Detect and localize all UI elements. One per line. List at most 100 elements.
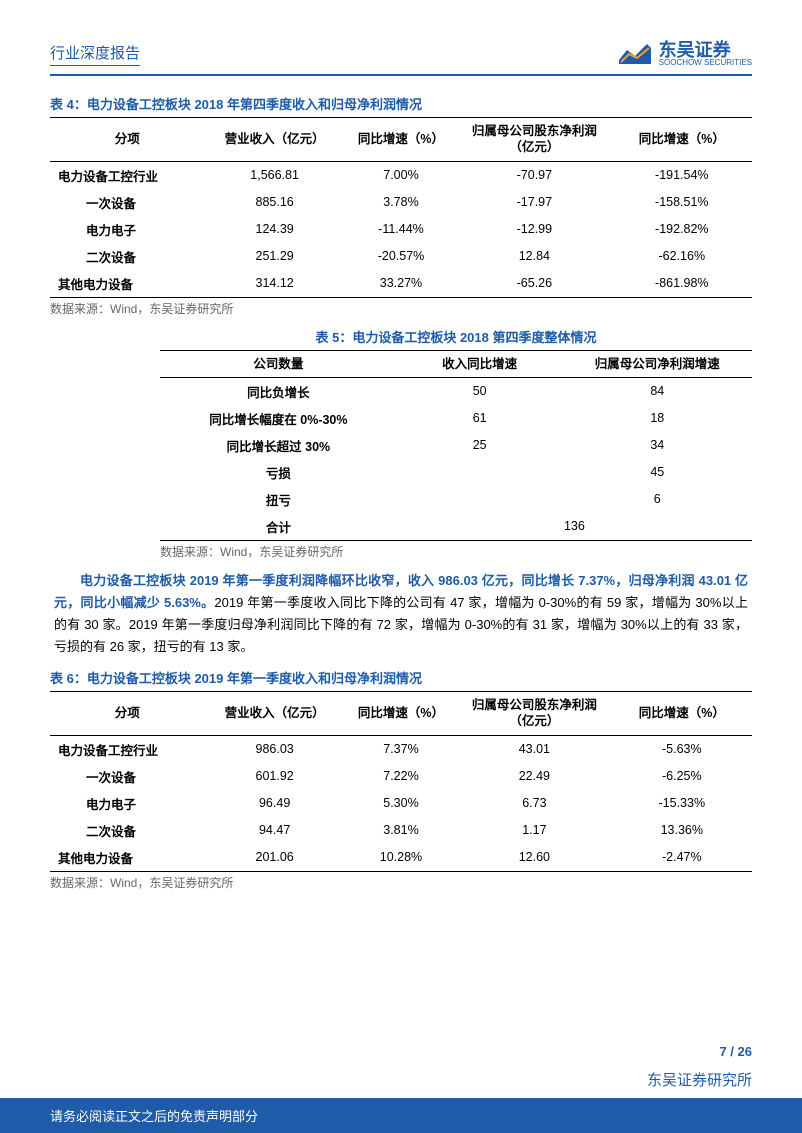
cell: 61 bbox=[397, 405, 563, 432]
table5-col1: 收入同比增速 bbox=[397, 350, 563, 377]
row-label: 一次设备 bbox=[50, 763, 204, 790]
cell: -15.33% bbox=[612, 790, 752, 817]
footer-disclaimer: 请务必阅读正文之后的免责声明部分 bbox=[0, 1098, 802, 1133]
table-row: 二次设备251.29-20.57%12.84-62.16% bbox=[50, 243, 752, 270]
cell: 12.84 bbox=[457, 243, 611, 270]
table-row: 同比负增长5084 bbox=[160, 377, 752, 405]
table-row: 电力电子96.495.30%6.73-15.33% bbox=[50, 790, 752, 817]
row-label: 电力设备工控行业 bbox=[50, 735, 204, 763]
table-row: 电力电子124.39-11.44%-12.99-192.82% bbox=[50, 216, 752, 243]
cell bbox=[397, 459, 563, 486]
table6-col3: 归属母公司股东净利润（亿元） bbox=[457, 692, 611, 736]
table-row: 一次设备601.927.22%22.49-6.25% bbox=[50, 763, 752, 790]
table6-title: 表 6：电力设备工控板块 2019 年第一季度收入和归母净利润情况 bbox=[50, 668, 752, 687]
cell: 7.00% bbox=[345, 161, 457, 189]
cell: -65.26 bbox=[457, 270, 611, 298]
row-label: 一次设备 bbox=[50, 189, 204, 216]
logo-icon bbox=[617, 40, 653, 68]
cell: 13.36% bbox=[612, 817, 752, 844]
cell: 314.12 bbox=[204, 270, 344, 298]
row-label: 合计 bbox=[160, 513, 397, 541]
cell: -192.82% bbox=[612, 216, 752, 243]
row-label: 亏损 bbox=[160, 459, 397, 486]
row-label: 其他电力设备 bbox=[50, 844, 204, 872]
cell: 25 bbox=[397, 432, 563, 459]
cell: 885.16 bbox=[204, 189, 344, 216]
table6-source: 数据来源：Wind，东吴证券研究所 bbox=[50, 874, 752, 891]
cell: 50 bbox=[397, 377, 563, 405]
cell: 43.01 bbox=[457, 735, 611, 763]
body-paragraph: 电力设备工控板块 2019 年第一季度利润降幅环比收窄，收入 986.03 亿元… bbox=[50, 570, 752, 658]
table-row: 其他电力设备201.0610.28%12.60-2.47% bbox=[50, 844, 752, 872]
cell: 96.49 bbox=[204, 790, 344, 817]
cell: -861.98% bbox=[612, 270, 752, 298]
row-label: 电力电子 bbox=[50, 790, 204, 817]
page-header: 行业深度报告 东吴证券 SOOCHOW SECURITIES bbox=[50, 40, 752, 76]
row-label: 同比增长幅度在 0%-30% bbox=[160, 405, 397, 432]
cell: -191.54% bbox=[612, 161, 752, 189]
table4-col3: 归属母公司股东净利润（亿元） bbox=[457, 118, 611, 162]
row-label: 其他电力设备 bbox=[50, 270, 204, 298]
table-row: 一次设备885.163.78%-17.97-158.51% bbox=[50, 189, 752, 216]
cell: 12.60 bbox=[457, 844, 611, 872]
table6-col2: 同比增速（%） bbox=[345, 692, 457, 736]
page-footer: 7 / 26 东吴证券研究所 请务必阅读正文之后的免责声明部分 bbox=[0, 1044, 802, 1133]
table4-col1: 营业收入（亿元） bbox=[204, 118, 344, 162]
cell: -2.47% bbox=[612, 844, 752, 872]
table4-col4: 同比增速（%） bbox=[612, 118, 752, 162]
cell: -6.25% bbox=[612, 763, 752, 790]
table4-col2: 同比增速（%） bbox=[345, 118, 457, 162]
table4-source: 数据来源：Wind，东吴证券研究所 bbox=[50, 300, 752, 317]
cell: 84 bbox=[563, 377, 752, 405]
cell: 10.28% bbox=[345, 844, 457, 872]
table-row: 扭亏 6 bbox=[160, 486, 752, 513]
logo-text-cn: 东吴证券 bbox=[659, 41, 752, 59]
cell: 1.17 bbox=[457, 817, 611, 844]
cell: 45 bbox=[563, 459, 752, 486]
row-label: 电力设备工控行业 bbox=[50, 161, 204, 189]
cell: 22.49 bbox=[457, 763, 611, 790]
cell: -12.99 bbox=[457, 216, 611, 243]
row-label: 二次设备 bbox=[50, 243, 204, 270]
row-label: 扭亏 bbox=[160, 486, 397, 513]
cell: 201.06 bbox=[204, 844, 344, 872]
cell: 986.03 bbox=[204, 735, 344, 763]
table-row: 电力设备工控行业986.037.37%43.01-5.63% bbox=[50, 735, 752, 763]
cell: 7.22% bbox=[345, 763, 457, 790]
logo-text-en: SOOCHOW SECURITIES bbox=[659, 59, 752, 67]
table-row: 二次设备94.473.81%1.1713.36% bbox=[50, 817, 752, 844]
row-label: 二次设备 bbox=[50, 817, 204, 844]
cell: 34 bbox=[563, 432, 752, 459]
row-label: 同比负增长 bbox=[160, 377, 397, 405]
table4: 分项 营业收入（亿元） 同比增速（%） 归属母公司股东净利润（亿元） 同比增速（… bbox=[50, 117, 752, 298]
table-row: 同比增长幅度在 0%-30%6118 bbox=[160, 405, 752, 432]
cell: -62.16% bbox=[612, 243, 752, 270]
cell bbox=[397, 486, 563, 513]
table5-title: 表 5：电力设备工控板块 2018 第四季度整体情况 bbox=[160, 327, 752, 346]
cell: 5.30% bbox=[345, 790, 457, 817]
cell: -158.51% bbox=[612, 189, 752, 216]
table-row: 其他电力设备314.1233.27%-65.26-861.98% bbox=[50, 270, 752, 298]
cell: 94.47 bbox=[204, 817, 344, 844]
cell: -20.57% bbox=[345, 243, 457, 270]
table6: 分项 营业收入（亿元） 同比增速（%） 归属母公司股东净利润（亿元） 同比增速（… bbox=[50, 691, 752, 872]
cell: 18 bbox=[563, 405, 752, 432]
cell: 251.29 bbox=[204, 243, 344, 270]
cell: 6 bbox=[563, 486, 752, 513]
cell: 3.78% bbox=[345, 189, 457, 216]
cell: -70.97 bbox=[457, 161, 611, 189]
cell: 6.73 bbox=[457, 790, 611, 817]
footer-brand: 东吴证券研究所 bbox=[0, 1069, 802, 1090]
page-number: 7 / 26 bbox=[0, 1044, 802, 1059]
report-type-title: 行业深度报告 bbox=[50, 42, 140, 66]
company-logo: 东吴证券 SOOCHOW SECURITIES bbox=[617, 40, 752, 68]
table5-col2: 归属母公司净利润增速 bbox=[563, 350, 752, 377]
cell: 33.27% bbox=[345, 270, 457, 298]
table-row: 合计136 bbox=[160, 513, 752, 541]
cell: -11.44% bbox=[345, 216, 457, 243]
cell: 7.37% bbox=[345, 735, 457, 763]
cell: -17.97 bbox=[457, 189, 611, 216]
row-label: 同比增长超过 30% bbox=[160, 432, 397, 459]
cell: 136 bbox=[397, 513, 752, 541]
cell: 124.39 bbox=[204, 216, 344, 243]
